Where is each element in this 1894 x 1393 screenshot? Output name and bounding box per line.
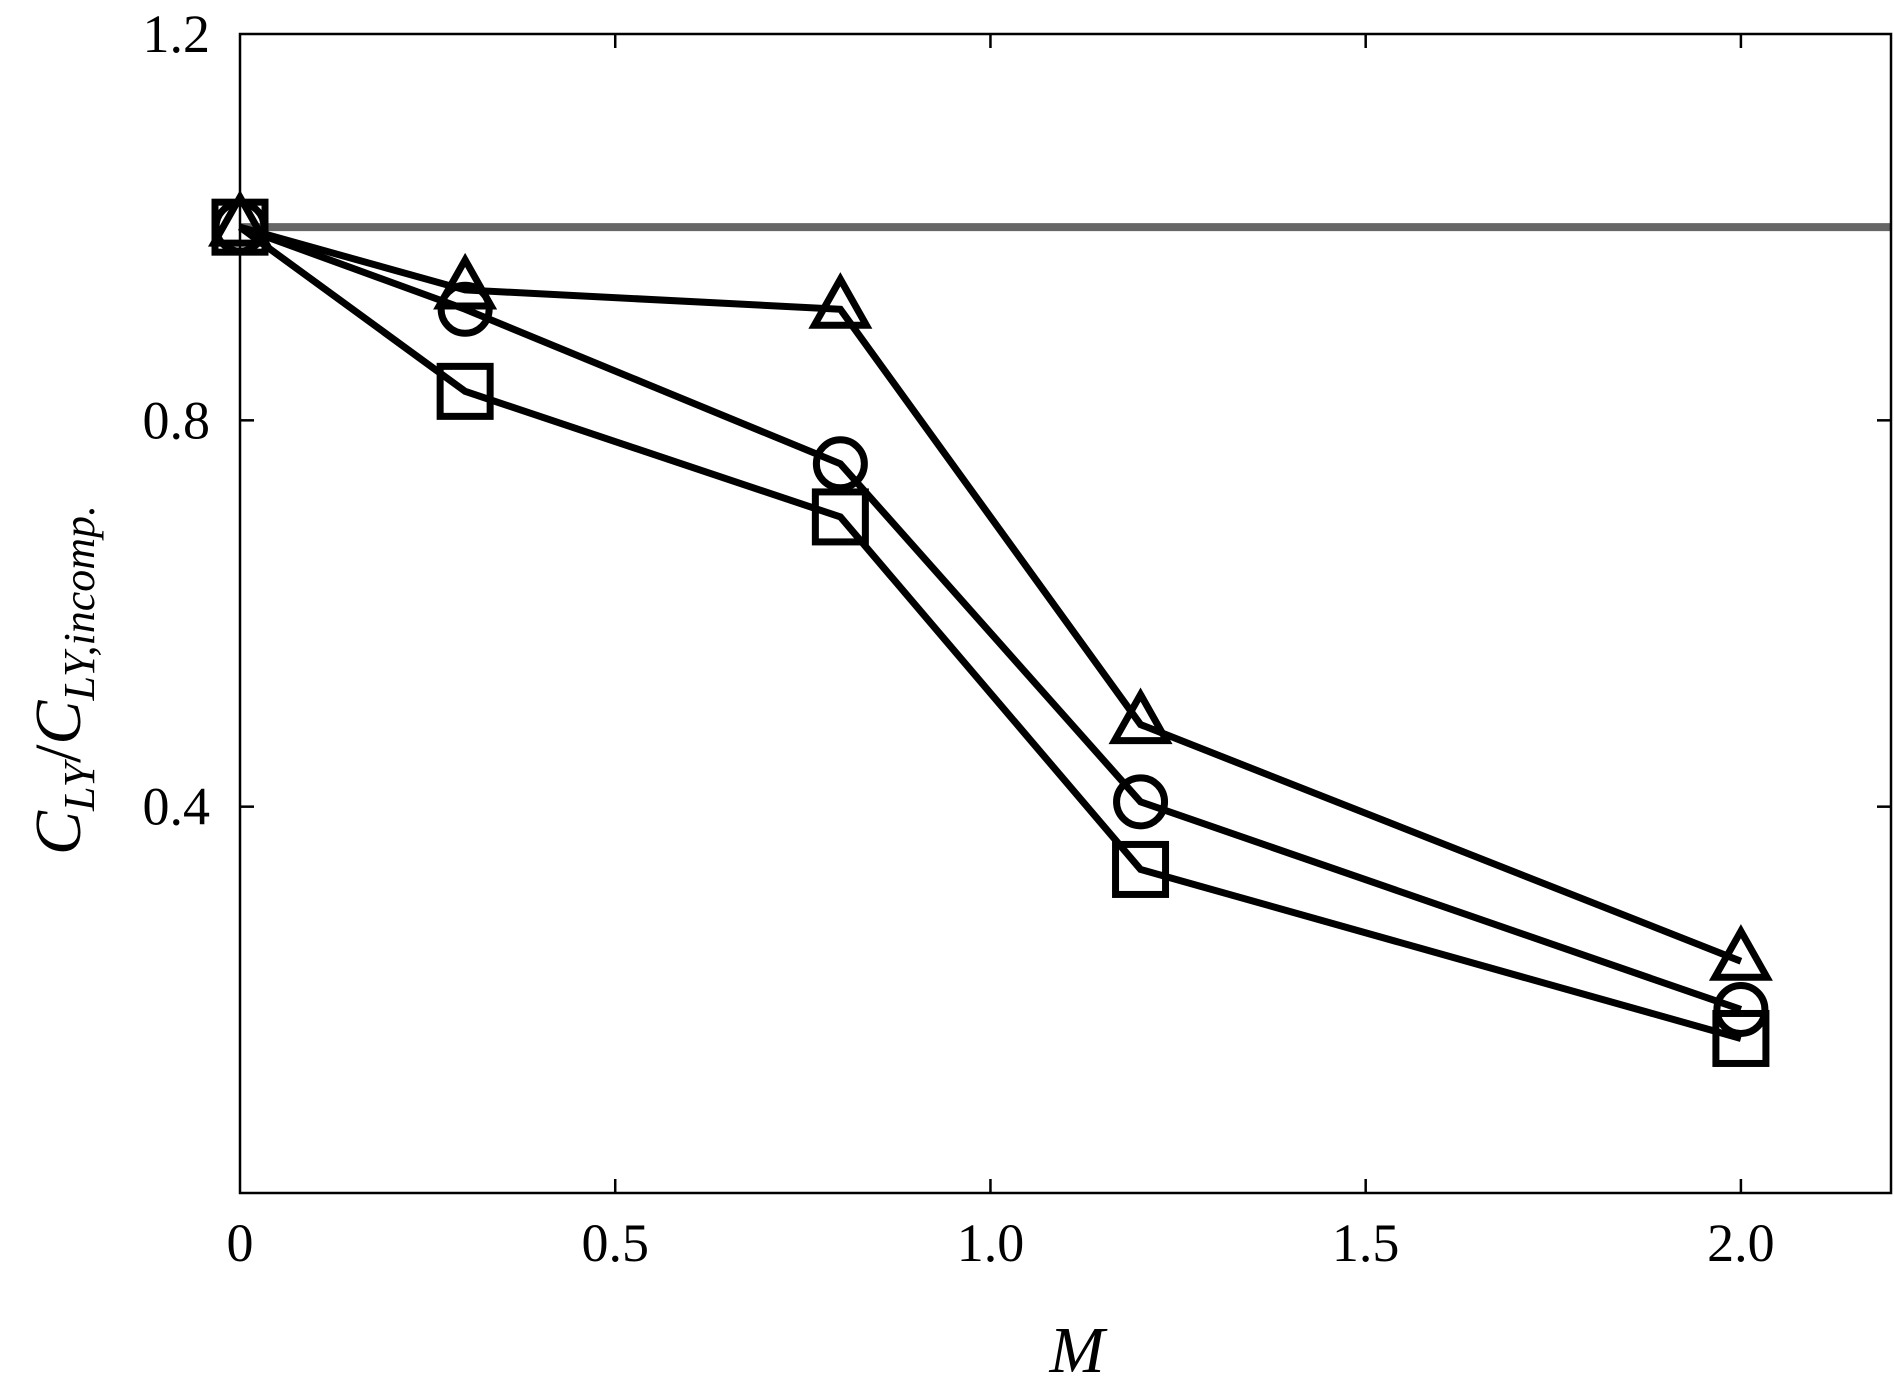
square-marker (1112, 840, 1170, 898)
series-line-circle (238, 223, 1743, 1013)
triangle-marker (433, 252, 498, 310)
square-marker (1712, 1009, 1770, 1067)
y-tick-label: 1.2 (143, 4, 211, 64)
plot-frame (238, 32, 1893, 1195)
y-label-sub-2: LY,incomp. (55, 505, 104, 702)
triangle-marker (808, 272, 873, 329)
x-tick-label: 2.0 (1707, 1213, 1775, 1273)
circle-marker (437, 281, 493, 337)
series-line-triangle (239, 223, 1743, 965)
y-label-sub-1: LY (55, 758, 104, 812)
square-marker (811, 488, 869, 546)
y-label-base-2: C (22, 700, 95, 745)
tick-layer: 0 0.5 1.0 1.5 2.0 0.4 0.8 1.2 (143, 4, 1891, 1273)
x-tick-label: 1.0 (957, 1213, 1025, 1273)
x-tick-label: 0 (227, 1213, 254, 1273)
y-tick-label: 0.4 (143, 777, 211, 837)
y-label-base-1: C (22, 810, 95, 855)
series-line-square (237, 224, 1742, 1042)
square-marker (436, 362, 494, 420)
x-tick-label: 1.5 (1332, 1213, 1400, 1273)
circle-marker (1113, 774, 1169, 830)
x-tick-label: 0.5 (581, 1213, 649, 1273)
series-layer (208, 190, 1773, 1067)
y-tick-label: 0.8 (143, 390, 211, 450)
circle-marker (812, 436, 868, 492)
triangle-marker (1708, 924, 1773, 981)
x-axis-label: M (1049, 1314, 1109, 1387)
triangle-marker (1108, 687, 1173, 745)
y-label-slash: / (22, 744, 95, 763)
circle-marker (1713, 981, 1769, 1037)
y-axis-label: CLY/CLY,incomp. (22, 505, 104, 855)
